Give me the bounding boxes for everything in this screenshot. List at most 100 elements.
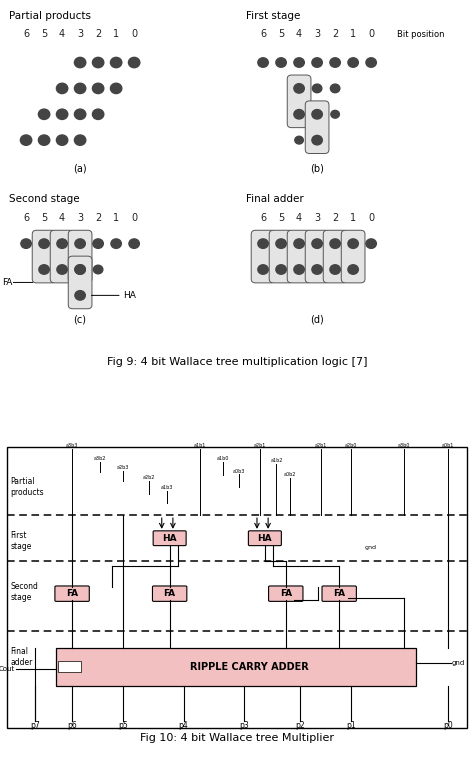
Text: (d): (d) xyxy=(310,314,324,324)
Text: FA: FA xyxy=(164,589,176,598)
Text: 2: 2 xyxy=(95,213,101,223)
FancyBboxPatch shape xyxy=(323,230,347,283)
Text: p0: p0 xyxy=(444,721,453,730)
Text: a1b2: a1b2 xyxy=(270,458,283,463)
Circle shape xyxy=(74,83,86,94)
Text: a1b0: a1b0 xyxy=(217,457,229,461)
Text: 5: 5 xyxy=(278,29,284,39)
Text: HA: HA xyxy=(123,291,136,300)
Circle shape xyxy=(57,265,67,274)
Circle shape xyxy=(331,110,339,118)
Circle shape xyxy=(258,265,268,274)
Text: First stage: First stage xyxy=(246,11,301,21)
FancyBboxPatch shape xyxy=(341,230,365,283)
Text: a3b0: a3b0 xyxy=(398,443,410,448)
Circle shape xyxy=(258,239,268,249)
Circle shape xyxy=(92,57,104,68)
Circle shape xyxy=(56,109,68,119)
Circle shape xyxy=(74,57,86,68)
Circle shape xyxy=(93,239,103,249)
Text: p4: p4 xyxy=(179,721,189,730)
Bar xyxy=(56,648,416,686)
Text: 4: 4 xyxy=(59,213,65,223)
FancyBboxPatch shape xyxy=(248,531,282,546)
Circle shape xyxy=(348,58,358,67)
Text: 5: 5 xyxy=(278,213,284,223)
FancyBboxPatch shape xyxy=(269,230,293,283)
Text: 6: 6 xyxy=(260,29,266,39)
Text: a2b1: a2b1 xyxy=(254,443,266,448)
Circle shape xyxy=(75,239,85,249)
Circle shape xyxy=(294,84,304,93)
Text: p3: p3 xyxy=(239,721,249,730)
Circle shape xyxy=(330,265,340,274)
Text: p2: p2 xyxy=(295,721,304,730)
Text: 6: 6 xyxy=(23,29,29,39)
Text: 0: 0 xyxy=(131,213,137,223)
Text: Final adder: Final adder xyxy=(246,194,304,204)
Text: 1: 1 xyxy=(113,213,119,223)
Circle shape xyxy=(312,265,322,274)
Text: Partial
products: Partial products xyxy=(10,477,44,497)
Circle shape xyxy=(330,239,340,249)
Text: 6: 6 xyxy=(23,213,29,223)
Circle shape xyxy=(128,57,140,68)
Text: 1: 1 xyxy=(350,29,356,39)
Text: a1b3: a1b3 xyxy=(161,486,173,490)
Circle shape xyxy=(366,239,376,249)
Circle shape xyxy=(276,58,286,67)
Circle shape xyxy=(258,58,268,67)
Text: Cout: Cout xyxy=(0,666,15,672)
Text: gnd: gnd xyxy=(365,545,377,550)
Circle shape xyxy=(348,239,358,249)
Circle shape xyxy=(312,84,322,92)
Text: RIPPLE CARRY ADDER: RIPPLE CARRY ADDER xyxy=(191,662,309,671)
Text: a1b1: a1b1 xyxy=(194,443,206,448)
FancyBboxPatch shape xyxy=(153,586,187,601)
Circle shape xyxy=(92,109,104,119)
Text: 2: 2 xyxy=(95,29,101,39)
FancyBboxPatch shape xyxy=(305,101,329,153)
Text: p5: p5 xyxy=(118,721,128,730)
Bar xyxy=(58,661,82,672)
FancyBboxPatch shape xyxy=(287,75,311,128)
Text: First
stage: First stage xyxy=(10,531,32,551)
Circle shape xyxy=(294,58,304,67)
Text: 4: 4 xyxy=(296,29,302,39)
FancyBboxPatch shape xyxy=(287,230,311,283)
Circle shape xyxy=(74,135,86,146)
Text: Second
stage: Second stage xyxy=(10,582,38,602)
Circle shape xyxy=(21,239,31,249)
Text: FA: FA xyxy=(280,589,292,598)
Text: a3b3: a3b3 xyxy=(66,443,78,448)
Text: 5: 5 xyxy=(41,29,47,39)
Text: 1: 1 xyxy=(350,213,356,223)
Circle shape xyxy=(312,136,322,145)
Text: 3: 3 xyxy=(77,213,83,223)
Text: 6: 6 xyxy=(260,213,266,223)
Circle shape xyxy=(330,58,340,67)
Circle shape xyxy=(366,58,376,67)
Text: p6: p6 xyxy=(67,721,77,730)
Circle shape xyxy=(294,239,304,249)
Text: 3: 3 xyxy=(77,29,83,39)
Text: a2b1: a2b1 xyxy=(314,443,327,448)
Circle shape xyxy=(75,265,85,274)
Text: a0b3: a0b3 xyxy=(233,469,246,474)
Text: p1: p1 xyxy=(346,721,356,730)
Text: Second stage: Second stage xyxy=(9,194,80,204)
Circle shape xyxy=(276,239,286,249)
Text: a2b0: a2b0 xyxy=(345,443,357,448)
Circle shape xyxy=(312,239,322,249)
Text: 4: 4 xyxy=(59,29,65,39)
Text: Fig 10: 4 bit Wallace tree Multiplier: Fig 10: 4 bit Wallace tree Multiplier xyxy=(140,732,334,742)
Text: a0b1: a0b1 xyxy=(442,443,455,448)
Circle shape xyxy=(75,265,85,274)
Text: 0: 0 xyxy=(368,29,374,39)
Circle shape xyxy=(56,135,68,146)
Text: Fig 9: 4 bit Wallace tree multiplication logic [7]: Fig 9: 4 bit Wallace tree multiplication… xyxy=(107,357,367,367)
Text: 5: 5 xyxy=(41,213,47,223)
Text: a0b2: a0b2 xyxy=(284,472,297,477)
Circle shape xyxy=(110,57,122,68)
Text: FA: FA xyxy=(333,589,345,598)
